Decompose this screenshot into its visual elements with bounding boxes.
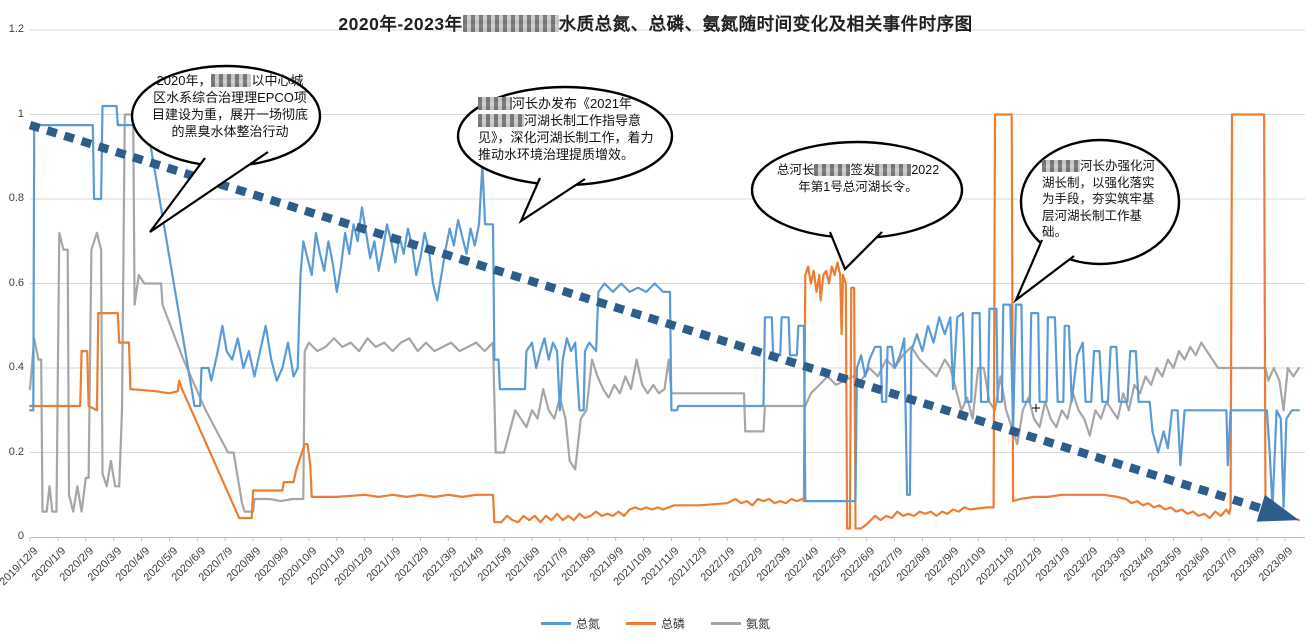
callout-tail: [518, 177, 586, 224]
callout-tail: [1013, 239, 1075, 304]
redacted-text: [875, 163, 912, 176]
callout-text-callout-strengthen: 河长办强化河湖长制，以强化落实为手段，夯实筑牢基层河湖长制工作基础。: [1042, 158, 1162, 241]
callout-tail-fill: [830, 232, 882, 269]
legend-swatch: [711, 622, 741, 625]
callout-text-segment: 河长办强化河湖长制，以强化落实为手段，夯实筑牢基层河湖长制工作基础。: [1042, 159, 1156, 239]
redacted-text: [211, 74, 252, 87]
y-axis-label: 1.2: [8, 23, 24, 35]
title-text: 2020年-2023年: [338, 14, 463, 34]
redacted-text: [462, 15, 559, 33]
callout-tail: [149, 151, 269, 233]
y-axis-label: 0.2: [8, 445, 24, 458]
callout-text-segment: 以中心城区水系综合治理理EPCO项目建设为重，展开一场彻底的黑臭水体整治行动: [152, 73, 309, 140]
callout-text-segment: 河湖长制工作指导意见》，深化河湖长制工作，着力推动水环境治理提质增效。: [478, 113, 654, 163]
series-total-phosphorus: [28, 113, 1301, 530]
series-total-nitrogen: [28, 104, 1301, 509]
callout-text-callout-2021-guidance: 河长办发布《2021年河湖长制工作指导意见》，深化河湖长制工作，着力推动水环境治…: [478, 95, 654, 164]
cursor-cross-icon: [1032, 404, 1040, 412]
redacted-text: [478, 97, 512, 110]
redacted-text: [478, 114, 524, 127]
legend-item-总氮: 总氮: [540, 615, 600, 632]
trend-arrowhead: [1256, 494, 1299, 522]
legend-label: 总氮: [575, 617, 600, 631]
legend-swatch: [540, 622, 571, 625]
series-ammonia-nitrogen: [28, 113, 1301, 513]
callout-text-segment: 总河长: [776, 163, 815, 177]
callout-tail-fill: [1016, 240, 1074, 300]
legend-item-总磷: 总磷: [625, 615, 685, 632]
callout-text-segment: 2020年，: [156, 73, 212, 88]
y-axis-label: 0.4: [8, 361, 24, 373]
callout-text-callout-2022-order: 总河长 签发 2022年第1号总河湖长令。: [772, 162, 944, 195]
y-axis-label: 0.8: [8, 192, 24, 204]
callout-text-callout-2020-epco: 2020年， 以中心城区水系综合治理理EPCO项目建设为重，展开一场彻底的黑臭水体…: [152, 72, 308, 141]
legend-item-氨氮: 氨氮: [711, 615, 770, 632]
callout-text-segment: 2022年第1号总河湖长令。: [798, 163, 940, 194]
callout-text-segment: 签发: [850, 163, 876, 177]
y-axis-label: 1: [17, 107, 24, 120]
legend-swatch: [625, 622, 656, 625]
redacted-text: [814, 163, 851, 176]
legend-label: 氨氮: [746, 617, 771, 631]
legend-label: 总磷: [660, 617, 685, 631]
callout-tail: [828, 231, 883, 271]
page-title: 2020年-2023年 水质总氮、总磷、氨氮随时间变化及相关事件时序图: [0, 11, 1311, 36]
redacted-text: [1042, 159, 1080, 172]
legend: 总氮 总磷 氨氮: [0, 615, 1311, 632]
callout-text-segment: 河长办发布《2021年: [512, 96, 632, 111]
y-axis-label: 0.6: [8, 276, 24, 289]
y-axis-label: 0: [17, 530, 24, 542]
title-text: 水质总氮、总磷、氨氮随时间变化及相关事件时序图: [558, 14, 973, 34]
